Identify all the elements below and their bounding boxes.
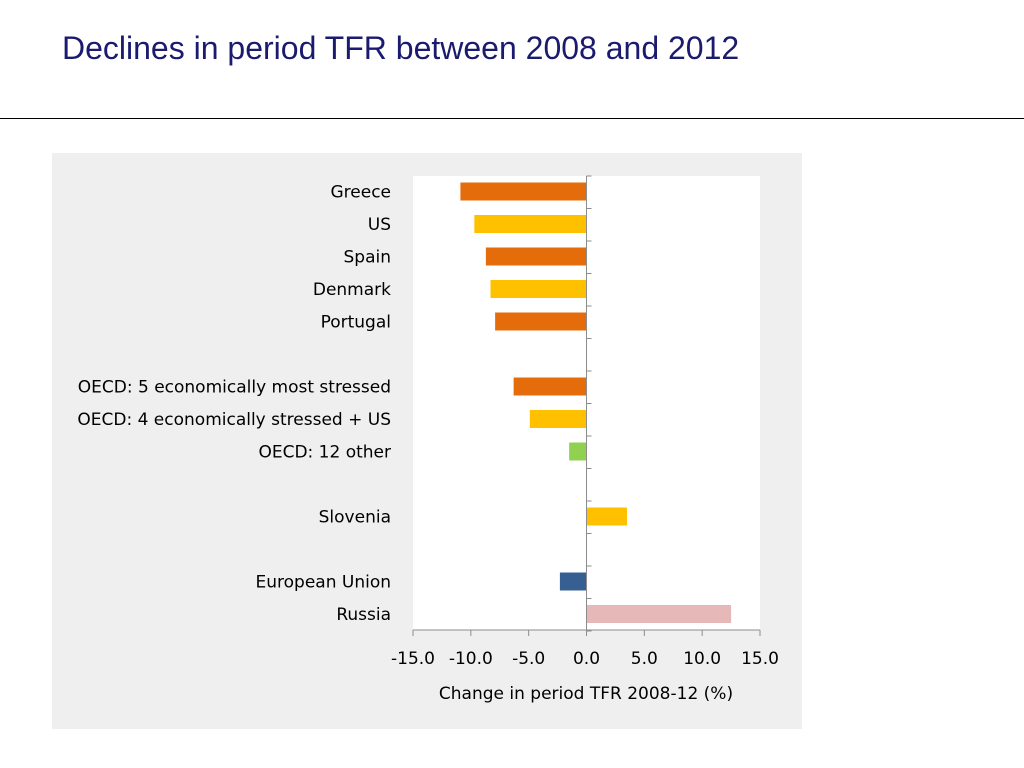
category-label-8: OECD: 12 other — [258, 443, 391, 463]
category-label-13: Russia — [336, 605, 391, 625]
x-tick-label-1: -10.0 — [449, 649, 493, 669]
bar-6 — [513, 377, 587, 396]
category-label-10: Slovenia — [319, 508, 391, 528]
bar-1 — [474, 215, 587, 233]
bar-13 — [586, 605, 732, 623]
category-label-6: OECD: 5 economically most stressed — [78, 378, 391, 398]
chart-panel: Greece US Spain Denmark Portugal OECD: 5 econ… — [52, 153, 802, 729]
category-label-0: Greece — [330, 183, 391, 203]
bar-8 — [569, 442, 587, 461]
bar-0 — [460, 182, 587, 201]
bar-2 — [485, 247, 587, 266]
category-label-2: Spain — [344, 248, 392, 268]
category-label-4: Portugal — [321, 313, 391, 333]
bar-3 — [490, 280, 587, 298]
x-tick-label-2: -5.0 — [512, 649, 545, 669]
category-label-1: US — [368, 215, 391, 235]
x-tick-label-3: 0.0 — [573, 649, 600, 669]
bar-4 — [495, 312, 587, 331]
category-label-3: Denmark — [313, 280, 391, 300]
bar-7 — [529, 410, 587, 428]
title-divider — [0, 118, 1024, 119]
x-tick-label-4: 5.0 — [631, 649, 658, 669]
bar-10 — [586, 507, 627, 526]
bar-12 — [559, 572, 587, 591]
category-label-7: OECD: 4 economically stressed + US — [77, 410, 391, 430]
slide-title: Declines in period TFR between 2008 and … — [62, 30, 740, 66]
category-label-12: European Union — [256, 573, 392, 593]
x-tick-label-0: -15.0 — [391, 649, 435, 669]
x-tick-label-6: 15.0 — [741, 649, 779, 669]
x-tick-label-5: 10.0 — [683, 649, 721, 669]
x-axis-title: Change in period TFR 2008-12 (%) — [439, 684, 733, 704]
tfr-change-bar-chart: Greece US Spain Denmark Portugal OECD: 5 econ… — [77, 175, 779, 704]
